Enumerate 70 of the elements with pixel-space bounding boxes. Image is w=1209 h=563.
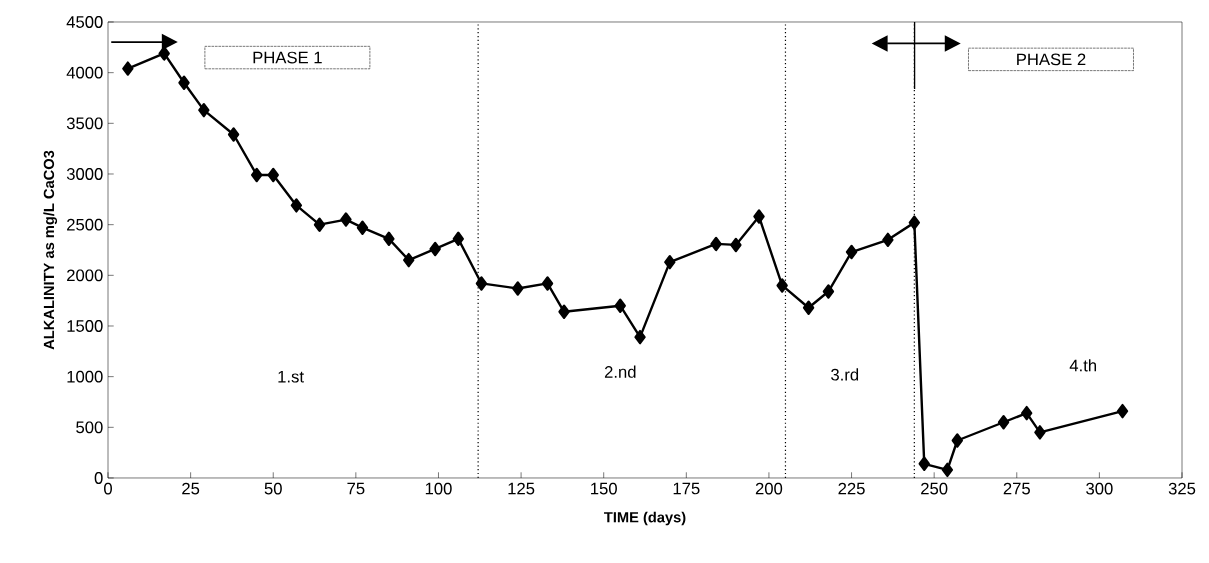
annotation: 4.th	[1069, 359, 1097, 372]
y-tick-label: 2000	[67, 269, 103, 282]
point	[122, 61, 134, 76]
point	[158, 46, 170, 61]
point	[227, 127, 240, 142]
y-tick-label: 4000	[66, 66, 103, 79]
x-tick-label: 200	[755, 482, 783, 495]
annotation: 1.st	[278, 370, 304, 383]
point	[475, 276, 488, 291]
point	[1034, 425, 1046, 440]
annotation: PHASE 1	[253, 51, 322, 64]
x-tick-label: 325	[1168, 482, 1196, 495]
point	[198, 102, 210, 118]
y-tick-label: 4500	[66, 16, 103, 28]
annotation: 2.nd	[604, 365, 636, 378]
point	[753, 209, 765, 224]
point	[512, 281, 524, 296]
y-tick-label: 1500	[67, 320, 103, 332]
y-tick-label: 500	[76, 421, 103, 434]
point	[664, 254, 676, 270]
x-tick-label: 250	[921, 482, 948, 495]
y-axis-title: ALKALINITY as mg/L CaCO3	[43, 150, 58, 350]
x-tick-label: 25	[182, 482, 200, 495]
point	[340, 212, 352, 227]
point	[383, 231, 395, 247]
point	[614, 298, 626, 313]
point	[313, 217, 326, 232]
point	[918, 456, 930, 471]
x-tick-label: 225	[838, 482, 865, 495]
point	[822, 284, 835, 299]
point	[997, 415, 1010, 430]
y-tick-label: 1000	[67, 370, 103, 383]
point	[951, 433, 963, 448]
point	[710, 236, 722, 252]
point	[251, 167, 263, 183]
point	[356, 220, 369, 235]
x-tick-label: 300	[1086, 482, 1113, 495]
point	[1020, 405, 1033, 421]
x-axis-title: TIME (days)	[604, 511, 686, 526]
x-tick-label: 100	[425, 482, 452, 495]
y-tick-label: 3500	[66, 117, 103, 130]
annotation: PHASE 2	[1017, 53, 1086, 66]
annotation: 3.rd	[831, 368, 859, 381]
point	[802, 300, 815, 315]
x-tick-label: 0	[104, 482, 112, 495]
point	[178, 75, 190, 90]
point	[452, 231, 464, 247]
x-tick-label: 50	[264, 482, 282, 495]
x-tick-label: 150	[591, 482, 617, 495]
x-tick-label: 175	[673, 482, 700, 495]
point	[429, 241, 441, 257]
point	[908, 215, 921, 230]
point	[776, 278, 788, 293]
x-tick-label: 125	[508, 482, 535, 495]
point	[845, 244, 858, 260]
point	[541, 276, 554, 291]
point	[267, 167, 279, 183]
point	[403, 252, 415, 268]
point	[882, 232, 894, 248]
y-tick-label: 2500	[67, 218, 103, 231]
point	[558, 304, 570, 319]
y-tick-label: 3000	[66, 168, 103, 180]
x-tick-label: 75	[347, 482, 365, 495]
point	[941, 462, 954, 478]
point	[634, 329, 646, 345]
point	[1116, 403, 1129, 419]
x-tick-label: 275	[1003, 482, 1030, 495]
point	[290, 198, 303, 213]
point	[730, 237, 742, 253]
y-tick-label: 0	[94, 472, 103, 484]
